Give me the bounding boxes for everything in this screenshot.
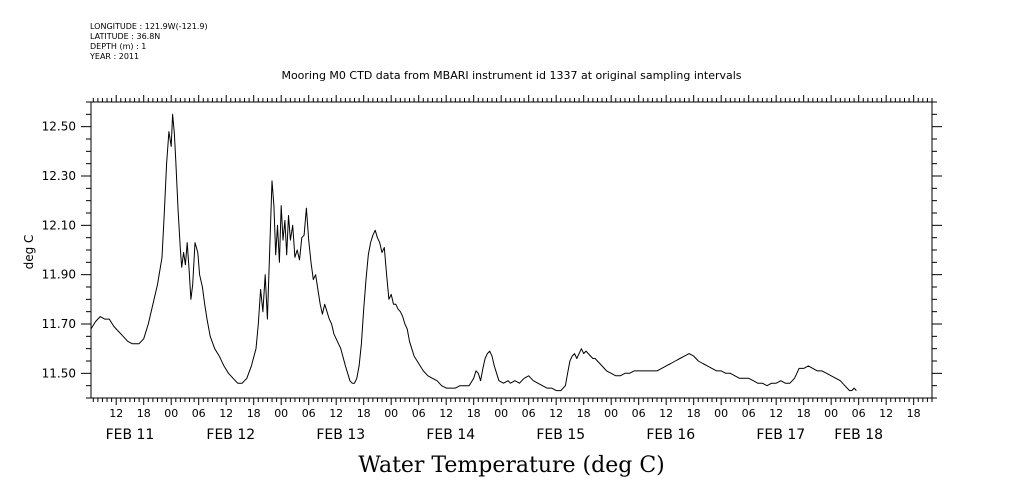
y-axis-label: deg C bbox=[22, 235, 36, 270]
x-tick-label: 18 bbox=[357, 407, 371, 420]
x-tick-label: 06 bbox=[632, 407, 646, 420]
depth-text: DEPTH (m) : 1 bbox=[90, 42, 147, 51]
x-tick-label: 18 bbox=[137, 407, 151, 420]
x-tick-label: 06 bbox=[192, 407, 206, 420]
year-text: YEAR : 2011 bbox=[90, 52, 140, 61]
latitude-text: LATITUDE : 36.8N bbox=[90, 32, 161, 41]
x-tick-label: 18 bbox=[467, 407, 481, 420]
x-tick-label: 12 bbox=[439, 407, 453, 420]
x-tick-label: 06 bbox=[742, 407, 756, 420]
x-tick-label: 00 bbox=[824, 407, 838, 420]
x-tick-label: 00 bbox=[274, 407, 288, 420]
x-tick-label: 12 bbox=[879, 407, 893, 420]
x-tick-label: 12 bbox=[769, 407, 783, 420]
date-label: FEB 18 bbox=[834, 427, 883, 443]
temperature-series-line bbox=[90, 113, 857, 392]
x-tick-label: 00 bbox=[714, 407, 728, 420]
plot-frame bbox=[90, 101, 933, 399]
x-tick-label: 18 bbox=[797, 407, 811, 420]
date-label: FEB 17 bbox=[756, 427, 805, 443]
y-tick-label: 12.50 bbox=[42, 120, 76, 134]
x-tick-label: 12 bbox=[659, 407, 673, 420]
x-tick-label: 18 bbox=[247, 407, 261, 420]
chart-title: Mooring M0 CTD data from MBARI instrumen… bbox=[281, 69, 742, 82]
x-axis-label: Water Temperature (deg C) bbox=[358, 453, 665, 478]
y-tick-label: 11.50 bbox=[42, 366, 76, 380]
x-tick-label: 12 bbox=[549, 407, 563, 420]
y-tick-label: 11.70 bbox=[42, 317, 76, 331]
x-tick-label: 18 bbox=[577, 407, 591, 420]
date-label: FEB 13 bbox=[316, 427, 365, 443]
y-tick-label: 11.90 bbox=[42, 268, 76, 282]
metadata-block: LONGITUDE : 121.9W(-121.9) LATITUDE : 36… bbox=[90, 22, 208, 62]
x-tick-label: 00 bbox=[384, 407, 398, 420]
x-tick-label: 12 bbox=[219, 407, 233, 420]
longitude-text: LONGITUDE : 121.9W(-121.9) bbox=[90, 22, 208, 31]
x-tick-label: 06 bbox=[522, 407, 536, 420]
y-tick-label: 12.10 bbox=[42, 218, 76, 232]
x-tick-label: 12 bbox=[109, 407, 123, 420]
date-label: FEB 11 bbox=[106, 427, 155, 443]
x-tick-label: 12 bbox=[329, 407, 343, 420]
date-label: FEB 12 bbox=[206, 427, 255, 443]
x-tick-label: 06 bbox=[852, 407, 866, 420]
x-tick-label: 00 bbox=[604, 407, 618, 420]
date-label: FEB 14 bbox=[426, 427, 475, 443]
y-tick-label: 12.30 bbox=[42, 169, 76, 183]
date-label: FEB 16 bbox=[646, 427, 695, 443]
date-label: FEB 15 bbox=[536, 427, 585, 443]
x-tick-label: 06 bbox=[412, 407, 426, 420]
x-tick-label: 06 bbox=[302, 407, 316, 420]
x-tick-label: 18 bbox=[907, 407, 921, 420]
x-tick-label: 18 bbox=[687, 407, 701, 420]
x-tick-label: 00 bbox=[494, 407, 508, 420]
x-tick-label: 00 bbox=[164, 407, 178, 420]
